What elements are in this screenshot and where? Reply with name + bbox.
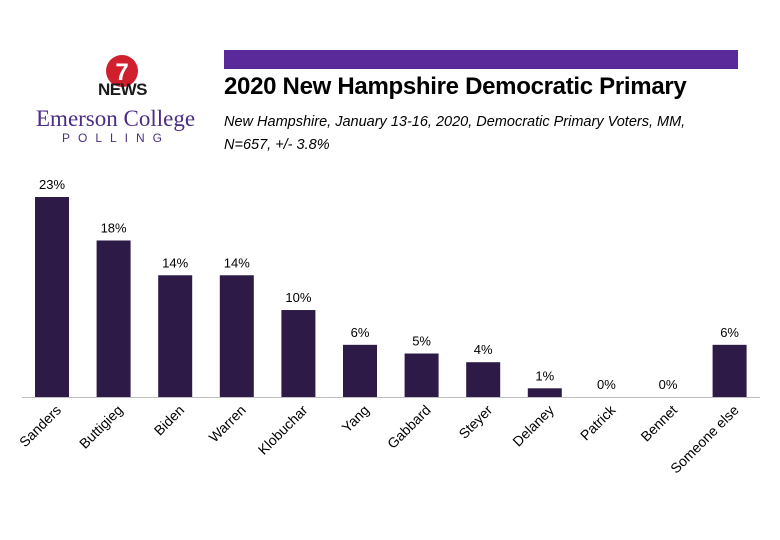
x-tick-label: Biden xyxy=(151,402,188,439)
data-label: 0% xyxy=(597,377,616,392)
college-name: Emerson College xyxy=(36,106,196,131)
chart-title: 2020 New Hampshire Democratic Primary xyxy=(224,73,687,100)
data-label: 1% xyxy=(535,368,554,383)
x-tick-label: Yang xyxy=(338,402,372,436)
polling-label: POLLING xyxy=(62,131,171,145)
bar-buttigieg xyxy=(96,240,131,397)
bar-yang xyxy=(343,344,377,397)
bar-delaney xyxy=(527,388,562,397)
x-tick-label: Sanders xyxy=(16,402,64,450)
chart-subtitle-line2: N=657, +/- 3.8% xyxy=(224,137,330,153)
data-label: 14% xyxy=(224,255,250,270)
data-label: 4% xyxy=(474,342,493,357)
data-label: 18% xyxy=(101,220,127,235)
data-label: 10% xyxy=(285,290,311,305)
header-accent-bar xyxy=(224,50,738,69)
chart-subtitle-line1: New Hampshire, January 13-16, 2020, Demo… xyxy=(224,114,686,130)
news-label: NEWS xyxy=(98,80,148,99)
bar-biden xyxy=(158,275,193,397)
bar-someone-else xyxy=(712,344,747,397)
bar-steyer xyxy=(466,362,501,397)
data-label: 23% xyxy=(39,177,65,192)
data-label: 6% xyxy=(720,325,739,340)
bar-klobuchar xyxy=(281,310,316,397)
x-tick-label: Delaney xyxy=(509,402,557,450)
data-label: 6% xyxy=(351,325,370,340)
x-tick-label: Warren xyxy=(206,402,249,445)
x-tick-label: Klobuchar xyxy=(255,402,311,458)
bar-sanders xyxy=(35,197,69,397)
x-tick-label: Steyer xyxy=(455,402,495,442)
channel-7-badge-icon: 7 xyxy=(106,55,138,87)
bar-warren xyxy=(219,275,254,397)
x-tick-label: Bennet xyxy=(637,402,680,445)
badge-number: 7 xyxy=(115,59,128,86)
x-tick-label: Buttigieg xyxy=(76,402,126,452)
bar-gabbard xyxy=(404,353,439,397)
data-label: 14% xyxy=(162,255,188,270)
data-label: 5% xyxy=(412,334,431,349)
x-tick-label: Patrick xyxy=(577,401,619,443)
x-tick-label: Gabbard xyxy=(384,402,434,452)
data-label: 0% xyxy=(659,377,678,392)
